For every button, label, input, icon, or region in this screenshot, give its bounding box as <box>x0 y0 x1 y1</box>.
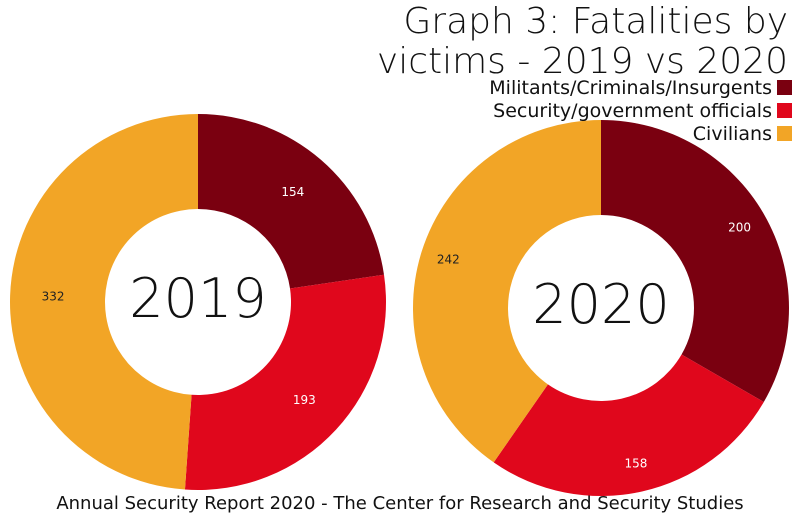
donut-2019: 154 193 332 2019 <box>10 114 386 490</box>
slice-2019-civilians <box>10 114 199 490</box>
legend-swatch-security <box>777 103 792 118</box>
data-label-2019-militants: 154 <box>281 185 304 199</box>
legend-item-civilians: Civilians <box>489 122 792 145</box>
legend-label-security: Security/government officials <box>493 99 772 122</box>
legend-item-security: Security/government officials <box>489 99 792 122</box>
center-label-2019: 2019 <box>129 267 266 330</box>
legend-swatch-civilians <box>777 126 792 141</box>
legend-item-militants: Militants/Criminals/Insurgents <box>489 76 792 99</box>
center-label-2020: 2020 <box>532 273 669 336</box>
source-footer: Annual Security Report 2020 - The Center… <box>56 493 744 514</box>
chart-title-line-2: victims - 2019 vs 2020 <box>376 41 788 82</box>
slice-2019-security <box>184 274 386 490</box>
slice-2020-militants <box>601 120 789 402</box>
data-label-2020-civilians: 242 <box>437 253 460 267</box>
legend-swatch-militants <box>777 80 792 95</box>
legend: Militants/Criminals/Insurgents Security/… <box>489 76 792 145</box>
donut-2020: 200 158 242 2020 <box>413 119 789 496</box>
data-label-2019-civilians: 332 <box>42 289 65 303</box>
slice-2019-militants <box>198 114 385 289</box>
legend-label-civilians: Civilians <box>692 122 772 145</box>
data-label-2020-security: 158 <box>624 457 647 471</box>
data-label-2020-militants: 200 <box>728 221 751 235</box>
slice-2020-security <box>493 354 764 496</box>
chart-title-line-1: Graph 3: Fatalities by <box>403 1 788 42</box>
legend-label-militants: Militants/Criminals/Insurgents <box>489 76 772 99</box>
data-label-2019-security: 193 <box>293 393 316 407</box>
slice-2020-civilians <box>413 119 601 463</box>
